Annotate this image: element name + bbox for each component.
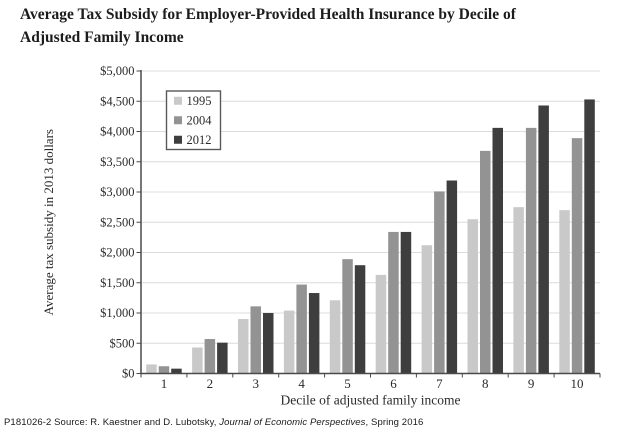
x-tick-label: 6 [390, 376, 397, 391]
y-axis-title: Average tax subsidy in 2013 dollars [41, 129, 56, 315]
y-tick-label: $2,000 [100, 246, 134, 260]
y-tick-label: $2,500 [100, 215, 134, 229]
y-tick-label: $3,000 [100, 185, 134, 199]
y-tick-label: $4,000 [100, 125, 134, 139]
bar-2004-decile-9 [525, 127, 537, 374]
bars [146, 99, 595, 374]
x-tick-label: 10 [571, 376, 584, 391]
bar-2012-decile-4 [308, 293, 320, 374]
bar-2004-decile-6 [388, 231, 399, 374]
bar-2012-decile-7 [446, 180, 458, 374]
y-tick-labels: $0 $500 $1,000 $1,500 $2,000 $2,500 $3,000 $3,5… [100, 64, 134, 381]
bar-1995-decile-4 [283, 310, 295, 374]
source-note: P181026-2 Source: R. Kaestner and D. Lub… [4, 417, 614, 428]
x-tick-label: 9 [528, 376, 535, 391]
legend-swatch-1995 [174, 96, 182, 105]
bar-2004-decile-10 [571, 138, 583, 374]
x-axis-title: Decile of adjusted family income [281, 393, 461, 408]
bar-2004-decile-3 [250, 306, 261, 374]
bar-2012-decile-9 [538, 105, 549, 374]
bar-2004-decile-5 [342, 259, 353, 374]
source-note-journal: Journal of Economic Perspectives [219, 417, 366, 428]
legend-swatch-2012 [174, 135, 182, 144]
y-tick-label: $0 [122, 367, 135, 381]
x-tick-label: 2 [207, 376, 214, 391]
x-tick-label: 3 [253, 376, 260, 391]
x-tick-labels: 1 2 3 4 5 6 7 8 9 10 [161, 376, 584, 391]
bar-1995-decile-6 [375, 274, 387, 374]
bar-2004-decile-4 [296, 284, 307, 374]
bar-1995-decile-8 [467, 219, 478, 374]
x-tick-label: 8 [482, 376, 489, 391]
bar-1995-decile-5 [329, 300, 341, 374]
bar-1995-decile-7 [421, 245, 433, 374]
bar-2004-decile-7 [434, 191, 445, 374]
chart-title: Average Tax Subsidy for Employer-Provide… [20, 3, 605, 50]
bar-1995-decile-2 [192, 347, 203, 374]
legend-label-2004: 2004 [187, 114, 213, 128]
legend-swatch-2004 [174, 116, 182, 125]
source-note-suffix: , Spring 2016 [365, 417, 424, 428]
bar-1995-decile-9 [513, 207, 524, 374]
bar-2004-decile-1 [158, 366, 170, 374]
y-tick-label: $3,500 [100, 155, 134, 169]
bar-1995-decile-1 [146, 364, 157, 374]
bar-2012-decile-2 [217, 342, 228, 374]
bar-2004-decile-2 [204, 339, 216, 374]
bar-2004-decile-8 [480, 150, 491, 374]
legend-label-1995: 1995 [187, 94, 212, 108]
source-note-prefix: P181026-2 Source: R. Kaestner and D. Lub… [4, 417, 220, 428]
y-tick-label: $1,500 [100, 276, 134, 290]
chart-title-line1: Average Tax Subsidy for Employer-Provide… [20, 6, 516, 23]
bar-2012-decile-6 [400, 231, 412, 374]
chart-title-line2: Adjusted Family Income [20, 29, 184, 47]
y-tick-label: $500 [110, 336, 135, 350]
x-tick-label: 1 [161, 376, 168, 391]
bar-2012-decile-10 [584, 99, 595, 374]
bar-2012-decile-3 [263, 313, 274, 374]
legend: 1995 2004 2012 [165, 90, 222, 151]
x-tick-label: 7 [436, 376, 443, 391]
legend-label-2012: 2012 [187, 133, 212, 147]
bar-2012-decile-8 [492, 127, 503, 374]
y-tick-label: $1,000 [100, 306, 134, 320]
bar-2012-decile-5 [354, 265, 366, 374]
x-tick-label: 4 [298, 376, 305, 391]
y-tick-label: $5,000 [100, 64, 134, 78]
x-tick-label: 5 [344, 376, 351, 391]
bar-1995-decile-3 [238, 319, 249, 374]
bar-2012-decile-1 [171, 368, 182, 374]
bar-1995-decile-10 [559, 210, 570, 374]
y-tick-label: $4,500 [100, 94, 134, 108]
axes [136, 70, 601, 378]
